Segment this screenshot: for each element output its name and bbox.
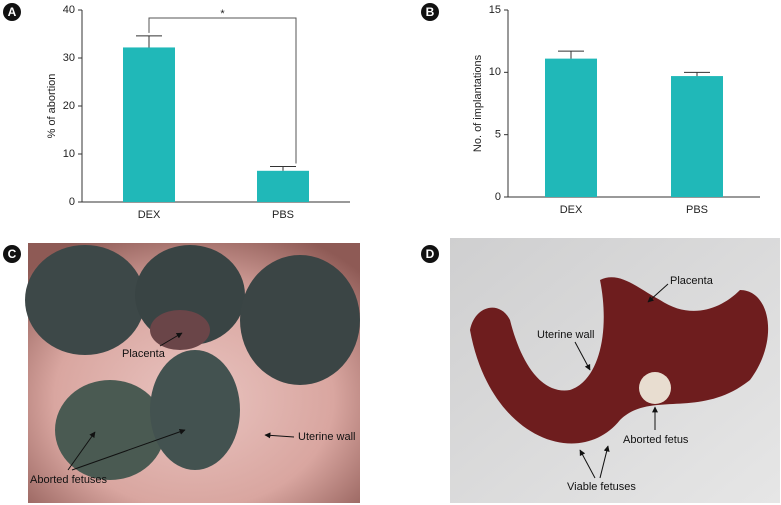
panel-label: D bbox=[421, 245, 439, 263]
y-axis-label: No. of implantations bbox=[472, 54, 484, 152]
annotation: Aborted fetus bbox=[623, 434, 689, 446]
x-tick-label: DEX bbox=[138, 209, 161, 221]
y-tick-label: 5 bbox=[495, 129, 501, 141]
significance-label: * bbox=[220, 8, 225, 20]
annotation: Viable fetuses bbox=[567, 481, 636, 493]
y-tick-label: 0 bbox=[495, 191, 501, 203]
annotation: Uterine wall bbox=[298, 431, 355, 443]
y-tick-label: 20 bbox=[63, 100, 75, 112]
y-axis-label: % of abortion bbox=[46, 74, 58, 139]
panel-letter: D bbox=[426, 247, 435, 261]
y-tick-label: 10 bbox=[489, 66, 501, 78]
panel-letter: A bbox=[8, 5, 17, 19]
panel-letter: B bbox=[426, 5, 435, 19]
bar bbox=[545, 58, 597, 198]
annotation: Placenta bbox=[670, 275, 714, 287]
y-tick-label: 15 bbox=[489, 4, 501, 16]
x-tick-label: PBS bbox=[686, 204, 708, 216]
panel-label: B bbox=[421, 3, 439, 21]
annotation: Aborted fetuses bbox=[30, 474, 108, 486]
bar bbox=[671, 76, 723, 197]
panel-label: A bbox=[3, 3, 21, 21]
photo-d: Placenta Uterine wall Aborted fetus Viab… bbox=[450, 238, 780, 503]
bar bbox=[257, 170, 309, 202]
panel-label: C bbox=[3, 245, 21, 263]
y-tick-label: 30 bbox=[63, 52, 75, 64]
annotation: Uterine wall bbox=[537, 329, 594, 341]
significance-bracket bbox=[148, 17, 297, 164]
x-tick-label: DEX bbox=[560, 204, 583, 216]
photo-c: Placenta Uterine wall Aborted fetuses bbox=[25, 243, 360, 503]
bar bbox=[123, 47, 175, 202]
x-tick-label: PBS bbox=[272, 209, 294, 221]
annotation: Placenta bbox=[122, 348, 166, 360]
y-tick-label: 0 bbox=[69, 196, 75, 208]
y-tick-label: 40 bbox=[63, 4, 75, 16]
panel-letter: C bbox=[8, 247, 17, 261]
y-tick-label: 10 bbox=[63, 148, 75, 160]
